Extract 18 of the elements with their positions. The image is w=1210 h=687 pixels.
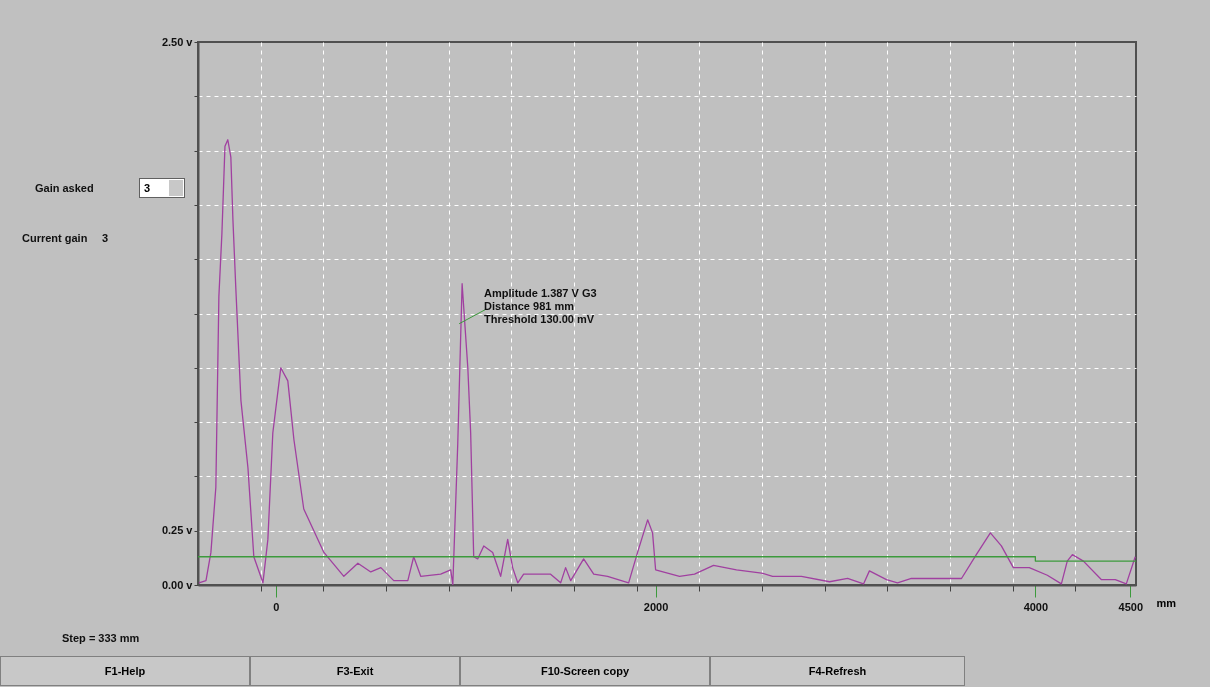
- x-tick-label: 2000: [643, 600, 669, 613]
- annotation: Amplitude 1.387 V G3 Distance 981 mm Threshold 130.00 mV: [484, 286, 597, 325]
- y-tick-label: 2.50 v: [161, 35, 194, 48]
- text: Gain asked: [35, 182, 94, 194]
- x-tick-label: 4000: [1023, 600, 1049, 613]
- text: Current gain: [22, 232, 88, 244]
- text: F3-Exit: [250, 656, 460, 686]
- text: F1-Help: [0, 656, 250, 686]
- text: F4-Refresh: [710, 656, 965, 686]
- x-tick-label: 4500: [1118, 600, 1144, 613]
- x-tick-label: 0: [273, 600, 280, 613]
- text: F10-Screen copy: [460, 656, 710, 686]
- y-tick-label: 0.25 v: [161, 524, 194, 537]
- text: Step = 333 mm: [62, 632, 140, 644]
- text: 3: [102, 232, 109, 244]
- y-tick-label: 0.00 v: [161, 578, 194, 591]
- x-axis-title: mm: [1156, 596, 1177, 609]
- dropdown-field: 3: [139, 178, 185, 198]
